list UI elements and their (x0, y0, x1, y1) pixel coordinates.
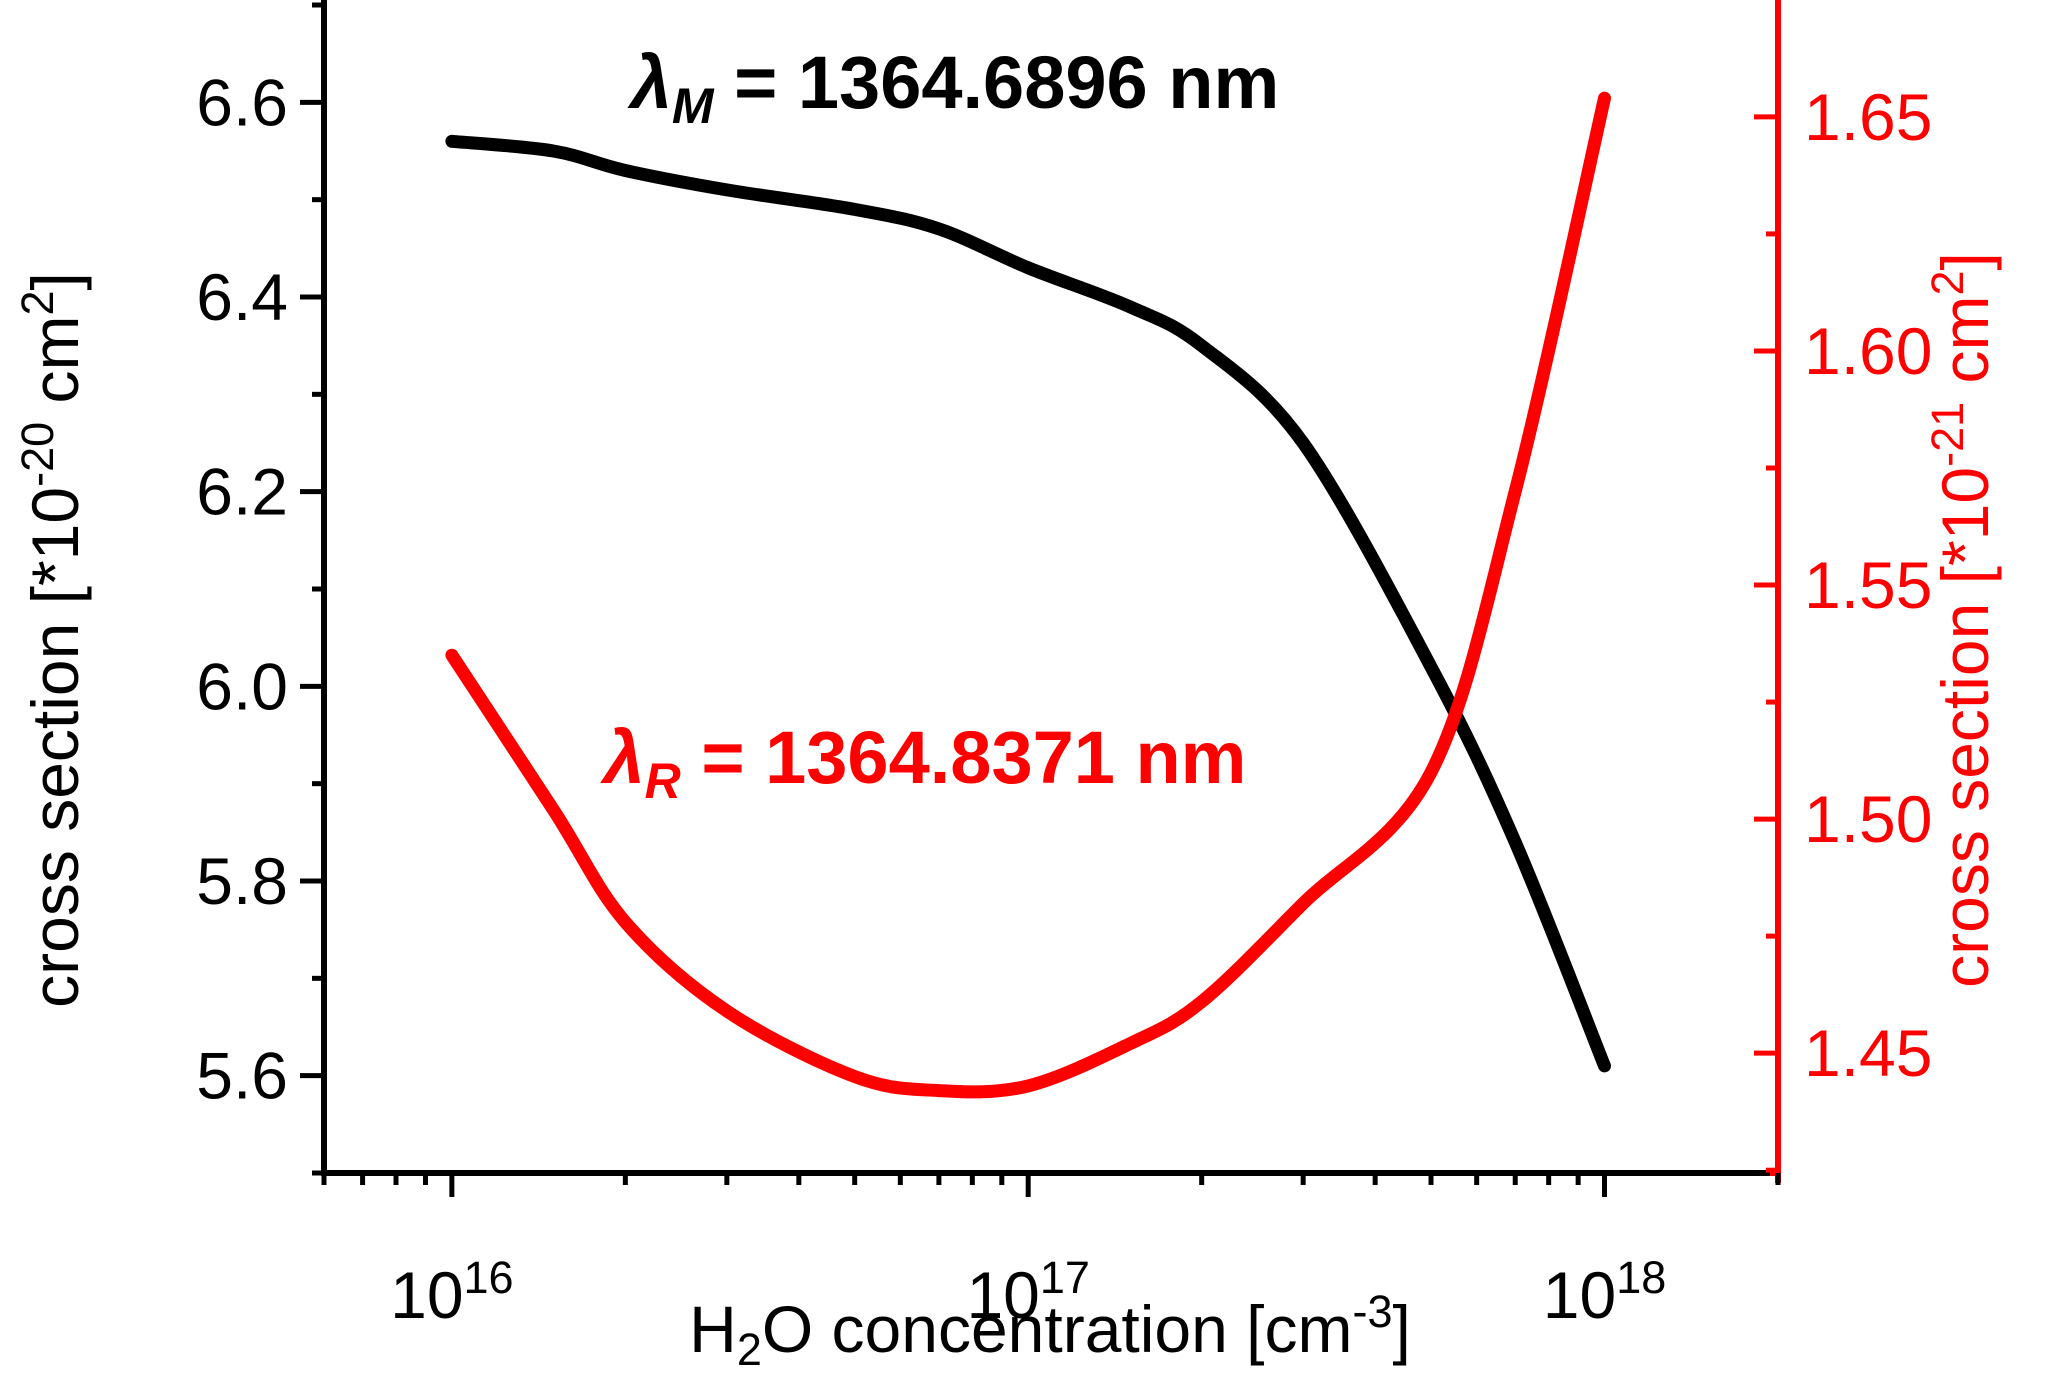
series-line-red (445, 91, 1611, 1099)
ticks (300, 2, 1781, 1197)
y-right-tick-label-1: 1.50 (1804, 782, 1932, 856)
y-left-tick-label-4: 6.4 (196, 260, 288, 334)
axis-titles: cross section [*10-20 cm2] cross section … (12, 252, 2002, 1375)
annotation-lambda-M: λM = 1364.6896 nm (627, 41, 1280, 134)
series-curves (445, 91, 1611, 1099)
y-right-tick-label-0: 1.45 (1804, 1016, 1932, 1090)
x-tick-label-1: 1017 (966, 1252, 1089, 1332)
tick-labels: 1016 1017 1018 5.6 5.8 6.0 6.2 6.4 6.6 1.45 1.50 1.… (196, 65, 1932, 1332)
y-axis-right-title: cross section [*10-21 cm2] (1922, 252, 2002, 988)
annotations: λM = 1364.6896 nm λR = 1364.8371 nm (600, 41, 1280, 809)
annotation-lambda-R: λR = 1364.8371 nm (600, 716, 1247, 809)
axes (321, 0, 1781, 1183)
y-left-tick-label-3: 6.2 (196, 455, 288, 529)
x-tick-label-2: 1018 (1543, 1252, 1666, 1332)
y-left-tick-label-2: 6.0 (196, 649, 288, 723)
y-left-tick-label-0: 5.6 (196, 1039, 288, 1113)
y-left-tick-label-1: 5.8 (196, 844, 288, 918)
y-right-tick-label-3: 1.60 (1804, 314, 1932, 388)
series-line-black (445, 134, 1611, 1073)
y-right-tick-label-2: 1.55 (1804, 548, 1932, 622)
x-axis-title: H2O concentration [cm-3] (689, 1286, 1411, 1375)
y-left-tick-label-5: 6.6 (196, 65, 288, 139)
y-right-tick-label-4: 1.65 (1804, 80, 1932, 154)
y-axis-left-title: cross section [*10-20 cm2] (12, 272, 92, 1008)
x-tick-label-0: 1016 (390, 1252, 513, 1332)
